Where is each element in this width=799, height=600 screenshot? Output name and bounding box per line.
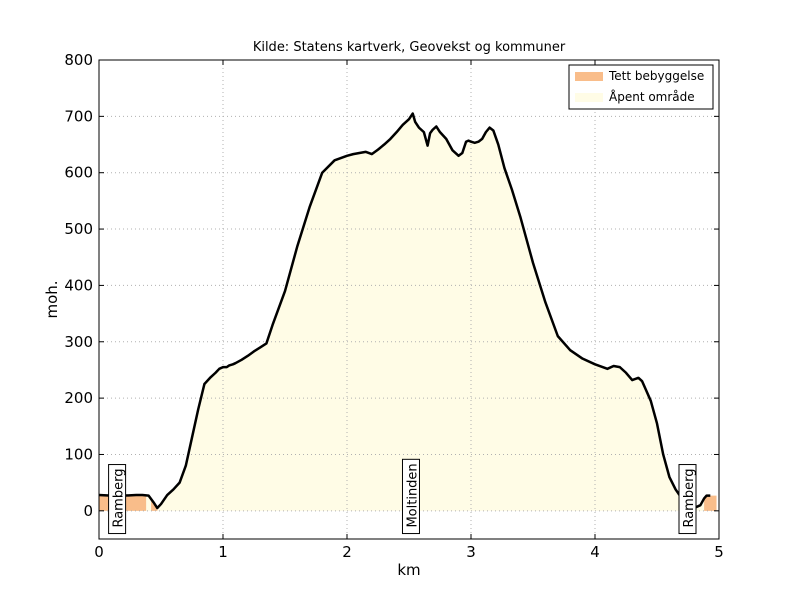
legend-swatch: [575, 93, 603, 102]
built-area-fill: [704, 495, 717, 511]
y-axis-ticks: 0 100 200 300 400 500 600 700 800: [64, 51, 719, 520]
x-tick-label: 4: [590, 543, 600, 561]
x-tick-label: 3: [466, 543, 476, 561]
place-box: [678, 464, 697, 535]
y-tick-label: 500: [64, 220, 93, 238]
legend-label: Åpent område: [609, 89, 695, 104]
chart-title: Kilde: Statens kartverk, Geovekst og kom…: [253, 40, 566, 55]
y-tick-label: 400: [64, 276, 93, 294]
open-area-fill: [99, 113, 711, 511]
legend: Tett bebyggelse Åpent område: [568, 64, 714, 110]
place-name: Moltinden: [405, 463, 420, 527]
profile-line-group: [98, 112, 711, 510]
place-box: [401, 458, 420, 535]
x-tick-label: 1: [218, 543, 228, 561]
place-label: Moltinden: [401, 458, 420, 535]
y-axis-label: moh.: [43, 280, 61, 318]
y-tick-label: 300: [64, 333, 93, 351]
y-tick-label: 600: [64, 164, 93, 182]
elevation-line: [98, 112, 711, 510]
place-name: Ramberg: [682, 469, 697, 528]
place-name: Ramberg: [112, 469, 127, 528]
x-axis-label: km: [397, 561, 420, 579]
legend-swatch: [575, 72, 603, 81]
y-tick-label: 700: [64, 107, 93, 125]
y-tick-label: 800: [64, 51, 93, 69]
place-label: Ramberg: [678, 464, 697, 535]
x-tick-label: 5: [714, 543, 724, 561]
plot-frame: [98, 59, 720, 540]
x-tick-label: 0: [94, 543, 104, 561]
place-box: [108, 464, 127, 535]
gridlines: [99, 60, 719, 539]
place-labels: Ramberg Moltinden Ramberg: [108, 458, 697, 535]
y-tick-label: 100: [64, 445, 93, 463]
x-tick-label: 2: [342, 543, 352, 561]
place-label: Ramberg: [108, 464, 127, 535]
y-tick-label: 200: [64, 389, 93, 407]
y-tick-label: 0: [83, 502, 93, 520]
x-axis-ticks: 0 1 2 3 4 5: [94, 60, 724, 561]
legend-label: Tett bebyggelse: [608, 69, 704, 83]
